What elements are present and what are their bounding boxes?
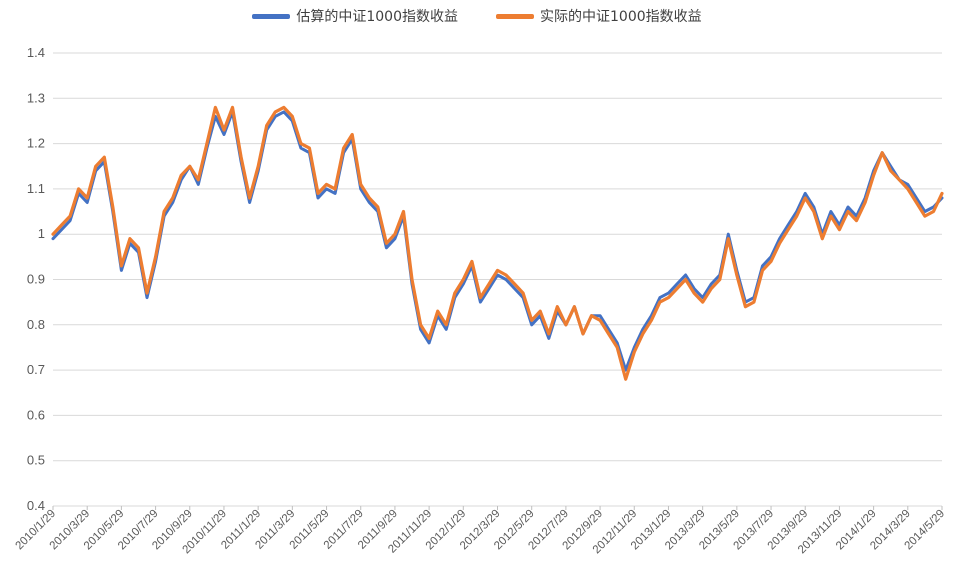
legend: 估算的中证1000指数收益 实际的中证1000指数收益 [0,6,954,26]
y-tick-label-9: 1.3 [27,90,45,105]
series-line-1 [51,105,944,381]
y-tick-label-10: 1.4 [27,45,45,60]
series-line-0 [51,110,944,372]
legend-swatch-actual [496,13,534,19]
y-tick-label-7: 1.1 [27,181,45,196]
y-tick-label-0: 0.4 [27,498,45,513]
y-tick-label-1: 0.5 [27,453,45,468]
legend-swatch-estimated [252,13,291,19]
y-tick-label-2: 0.6 [27,407,45,422]
y-tick-label-8: 1.2 [27,136,45,151]
legend-label-actual: 实际的中证1000指数收益 [540,9,702,25]
y-tick-label-6: 1 [38,226,45,241]
y-tick-label-4: 0.8 [27,317,45,332]
legend-item-estimated: 估算的中证1000指数收益 [252,6,458,26]
legend-item-actual: 实际的中证1000指数收益 [496,6,702,26]
y-tick-label-3: 0.7 [27,362,45,377]
legend-label-estimated: 估算的中证1000指数收益 [296,9,458,25]
y-tick-label-5: 0.9 [27,272,45,287]
